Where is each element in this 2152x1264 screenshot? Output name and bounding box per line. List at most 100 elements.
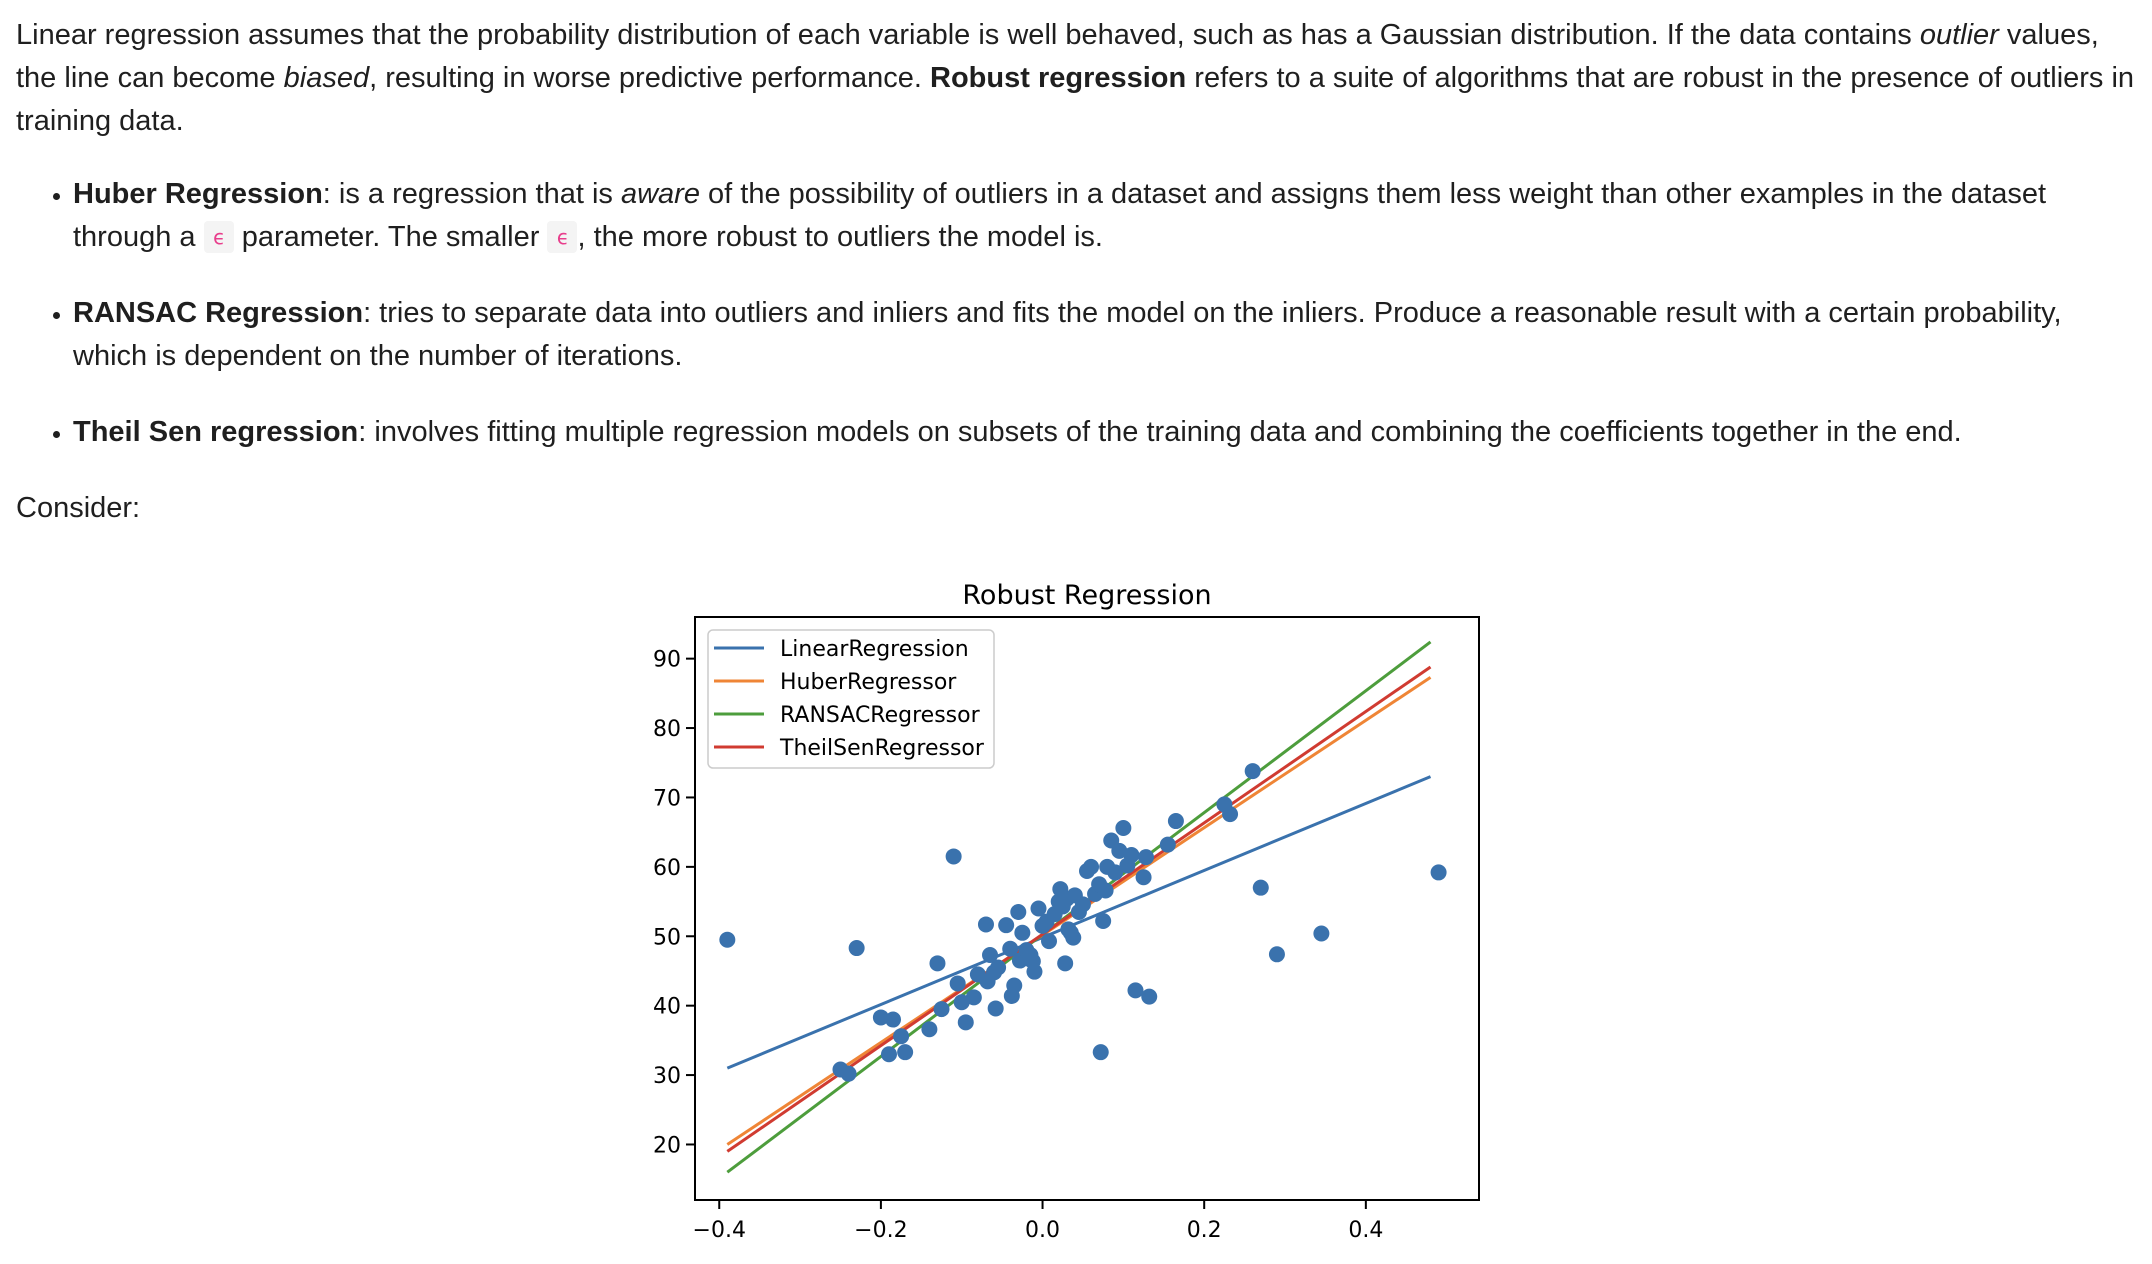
intro-paragraph: Linear regression assumes that the proba… <box>16 14 2136 143</box>
data-point <box>1006 977 1023 994</box>
data-point <box>990 959 1007 976</box>
y-tick-label: 80 <box>653 717 681 742</box>
huber-text: parameter. The smaller <box>233 221 548 253</box>
series-line-linearregression <box>726 775 1432 1070</box>
legend-box <box>707 629 995 769</box>
consider-text: Consider: <box>16 492 141 524</box>
legend-label: RANSACRegressor <box>780 703 981 728</box>
data-point <box>1057 955 1074 972</box>
data-point <box>893 1028 910 1045</box>
data-point <box>719 931 736 948</box>
data-point <box>1107 864 1124 881</box>
data-point <box>1127 982 1144 999</box>
data-point <box>957 1014 974 1031</box>
data-point <box>933 1001 950 1018</box>
data-point <box>880 1046 897 1063</box>
data-point <box>1252 879 1269 896</box>
data-point <box>1123 847 1140 864</box>
data-point <box>1083 858 1100 875</box>
legend-label: LinearRegression <box>780 637 969 662</box>
emphasis-outlier: outlier <box>1919 19 1999 51</box>
x-tick-label: 0.0 <box>1025 1218 1060 1243</box>
data-point <box>1014 924 1031 941</box>
y-tick-label: 30 <box>653 1064 681 1089</box>
data-point <box>1135 869 1152 886</box>
data-point <box>1138 849 1155 866</box>
data-point <box>1065 929 1082 946</box>
scatter-points <box>719 763 1447 1082</box>
epsilon-code: ϵ <box>203 221 234 253</box>
huber-title: Huber Regression <box>73 178 323 210</box>
data-point <box>848 940 865 957</box>
data-point <box>1141 988 1158 1005</box>
data-point <box>1097 882 1114 899</box>
data-point <box>1313 925 1330 942</box>
data-point <box>1026 963 1043 980</box>
data-point <box>929 955 946 972</box>
plot-area-frame <box>694 616 1480 1201</box>
data-point <box>1010 903 1027 920</box>
axes: −0.4 −0.2 0.0 0.2 0.4 20 30 40 50 60 70 80 90 <box>653 648 1383 1243</box>
data-point <box>1222 806 1239 823</box>
legend-label: HuberRegressor <box>780 670 957 695</box>
chart-title: Robust Regression <box>962 580 1211 611</box>
legend: LinearRegression HuberRegressor RANSACRegr… <box>707 629 995 769</box>
data-point <box>1074 896 1091 913</box>
bold-robust-regression: Robust regression <box>930 62 1187 94</box>
emphasis-aware: aware <box>620 178 700 210</box>
data-point <box>953 994 970 1011</box>
data-point <box>977 916 994 933</box>
data-point <box>1095 912 1112 929</box>
intro-text: , resulting in worse predictive performa… <box>369 62 931 94</box>
data-point <box>1268 946 1285 963</box>
ransac-text: : tries to separate data into outliers a… <box>73 297 2062 372</box>
data-point <box>872 1009 889 1026</box>
article-content: Linear regression assumes that the proba… <box>16 14 2136 530</box>
list-item-ransac: RANSAC Regression: tries to separate dat… <box>73 292 2136 378</box>
y-tick-label: 40 <box>653 995 681 1020</box>
list-item-theil-sen: Theil Sen regression: involves fitting m… <box>73 411 2136 454</box>
regression-list: Huber Regression: is a regression that i… <box>16 173 2136 454</box>
intro-text: refers to a suite of algorithms that are… <box>16 62 2135 137</box>
data-point <box>949 975 966 992</box>
data-point <box>1092 1044 1109 1061</box>
data-point <box>1167 813 1184 830</box>
y-tick-label: 90 <box>653 648 681 673</box>
data-point <box>1244 763 1261 780</box>
intro-text: Linear regression assumes that the proba… <box>16 19 1920 51</box>
data-point <box>998 917 1015 934</box>
theil-sen-title: Theil Sen regression <box>73 416 359 448</box>
data-point <box>945 848 962 865</box>
y-tick-label: 20 <box>653 1133 681 1158</box>
data-point <box>1041 933 1058 950</box>
huber-text: , the more robust to outliers the model … <box>577 221 1103 253</box>
y-tick-label: 60 <box>653 856 681 881</box>
epsilon-code: ϵ <box>547 221 578 253</box>
data-point <box>1111 842 1128 859</box>
data-point <box>965 989 982 1006</box>
x-tick-label: −0.4 <box>693 1218 746 1243</box>
data-point <box>1430 864 1447 881</box>
legend-label: TheilSenRegressor <box>779 736 985 761</box>
data-point <box>982 947 999 964</box>
data-point <box>1002 940 1019 957</box>
huber-text: : is a regression that is <box>322 178 621 210</box>
data-point <box>1115 819 1132 836</box>
huber-text: of the possibility of outliers in a data… <box>73 178 2047 253</box>
intro-text: values, the line can become <box>16 19 2099 94</box>
data-point <box>987 1000 1004 1017</box>
y-tick-label: 50 <box>653 925 681 950</box>
data-point <box>1030 900 1047 917</box>
list-item-huber: Huber Regression: is a regression that i… <box>73 173 2136 259</box>
data-point <box>1159 836 1176 853</box>
x-tick-label: 0.2 <box>1187 1218 1222 1243</box>
theil-sen-text: : involves fitting multiple regression m… <box>358 416 1962 448</box>
y-tick-label: 70 <box>653 786 681 811</box>
emphasis-biased: biased <box>283 62 370 94</box>
ransac-title: RANSAC Regression <box>73 297 364 329</box>
x-tick-label: 0.4 <box>1348 1218 1383 1243</box>
data-point <box>885 1011 902 1028</box>
x-tick-label: −0.2 <box>854 1218 907 1243</box>
data-point <box>897 1044 914 1061</box>
